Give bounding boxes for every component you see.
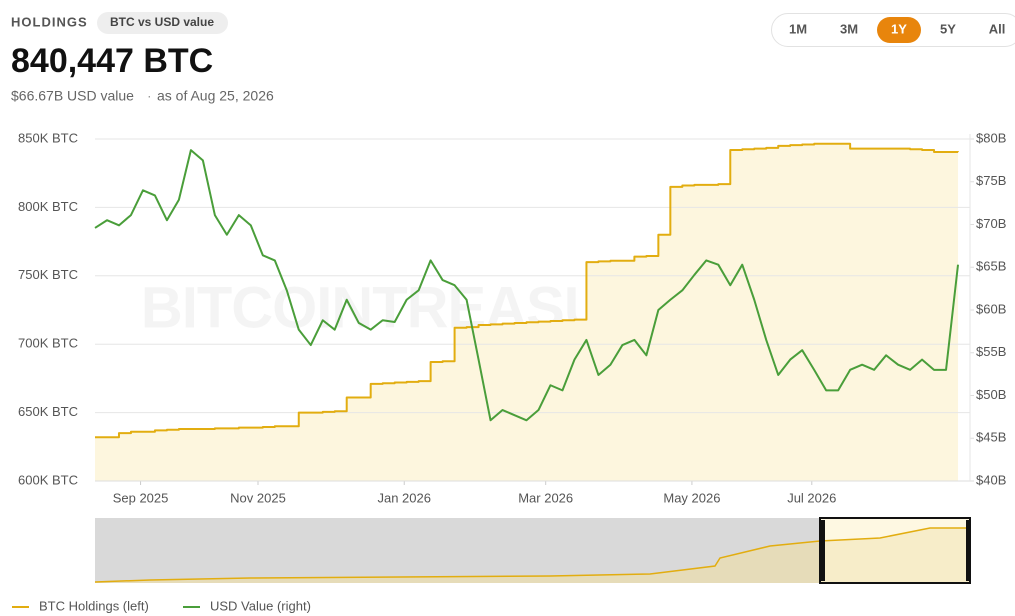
- y2-tick-label: $70B: [976, 216, 1006, 231]
- x-tick-label: Jul 2026: [787, 490, 836, 505]
- y-tick-label: 750K BTC: [18, 267, 78, 282]
- legend-label[interactable]: USD Value (right): [210, 598, 311, 613]
- y-tick-label: 800K BTC: [18, 199, 78, 214]
- usd-value: $66.67B USD value: [11, 88, 134, 104]
- x-tick-label: Sep 2025: [113, 490, 169, 505]
- series-line: [95, 142, 960, 439]
- y2-tick-label: $75B: [976, 173, 1006, 188]
- y2-tick-label: $50B: [976, 387, 1006, 402]
- range-button[interactable]: 1Y: [891, 21, 907, 36]
- navigator-window: [820, 518, 970, 583]
- y-tick-label: 850K BTC: [18, 130, 78, 145]
- x-tick-label: May 2026: [663, 490, 720, 505]
- y2-tick-label: $65B: [976, 259, 1006, 274]
- range-button[interactable]: All: [989, 21, 1006, 36]
- y2-tick-label: $40B: [976, 472, 1006, 487]
- area: [95, 143, 959, 481]
- badge-bg: [97, 12, 228, 34]
- y-tick-label: 700K BTC: [18, 336, 78, 351]
- section-label: HOLDINGS: [11, 14, 88, 29]
- navigator-handle[interactable]: [820, 520, 825, 581]
- as-of: as of Aug 25, 2026: [157, 88, 274, 104]
- navigator-line: [94, 527, 970, 583]
- range-active-bg: [877, 17, 921, 43]
- badge: BTC vs USD value: [110, 15, 214, 29]
- range-button[interactable]: 3M: [840, 21, 858, 36]
- y2-tick-label: $80B: [976, 130, 1006, 145]
- y2-tick-label: $45B: [976, 430, 1006, 445]
- y2-tick-label: $55B: [976, 344, 1006, 359]
- range-button[interactable]: 1M: [789, 21, 807, 36]
- navigator-area: [95, 528, 970, 583]
- x-tick-label: Jan 2026: [377, 490, 431, 505]
- x-tick-label: Mar 2026: [518, 490, 573, 505]
- amount: 840,447 BTC: [11, 42, 213, 80]
- navigator-handle[interactable]: [966, 520, 971, 581]
- y2-tick-label: $60B: [976, 301, 1006, 316]
- range-button[interactable]: 5Y: [940, 21, 956, 36]
- series-line: [94, 149, 960, 422]
- separator: ·: [147, 88, 152, 104]
- y-tick-label: 650K BTC: [18, 404, 78, 419]
- y-tick-label: 600K BTC: [18, 472, 78, 487]
- x-tick-label: Nov 2025: [230, 490, 286, 505]
- legend-label[interactable]: BTC Holdings (left): [39, 598, 149, 613]
